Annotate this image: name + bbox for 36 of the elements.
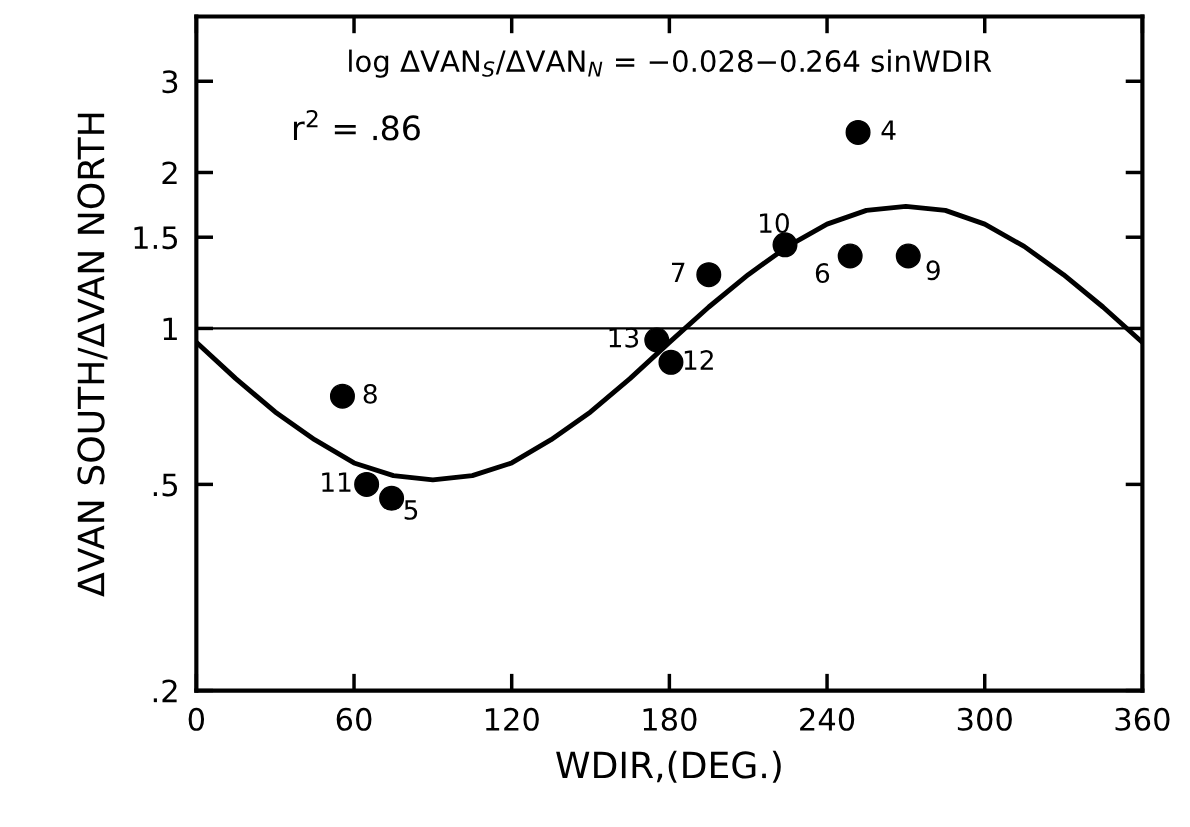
annotation: 4 (881, 120, 896, 140)
y-tick-label: .5 (153, 473, 178, 497)
x-axis-title: WDIR,(DEG.) (556, 750, 781, 783)
y-tick-label: 1 (163, 317, 177, 341)
annotation: 9 (926, 260, 940, 281)
point (845, 119, 871, 145)
y-tick-label: 2 (162, 161, 177, 185)
x-tick-label: 120 (485, 707, 539, 731)
y-tick-label: .2 (153, 679, 177, 703)
y-tick-label: 3 (162, 70, 178, 94)
point (895, 243, 921, 269)
point (696, 262, 722, 288)
point (354, 471, 380, 497)
point (379, 485, 405, 511)
x-tick-label: 300 (957, 707, 1012, 731)
annotation: log ΔVAN$_{S}$/ΔVAN$_{N}$ = −0.028−0.264 sinWDIR (349, 49, 992, 78)
point (329, 383, 355, 409)
point (837, 243, 863, 269)
y-tick-label: 1.5 (134, 226, 178, 250)
annotation: r$^{2}$ = .86 (293, 109, 420, 141)
x-tick-label: 240 (800, 707, 855, 731)
point (644, 327, 670, 353)
annotation: 7 (672, 262, 685, 282)
annotation: 10 (760, 213, 789, 234)
annotation: 5 (404, 500, 418, 520)
x-tick-label: 60 (336, 707, 372, 731)
point (772, 232, 798, 258)
annotation: 8 (363, 383, 377, 404)
x-tick-label: 0 (188, 707, 205, 731)
x-tick-label: 180 (643, 707, 697, 731)
point (658, 349, 684, 375)
x-tick-label: 360 (1115, 707, 1170, 731)
y-axis-title: ΔVAN SOUTH/ΔVAN NORTH (77, 113, 108, 597)
annotation: 12 (684, 350, 713, 370)
annotation: 11 (322, 472, 351, 492)
annotation: 6 (815, 263, 830, 284)
